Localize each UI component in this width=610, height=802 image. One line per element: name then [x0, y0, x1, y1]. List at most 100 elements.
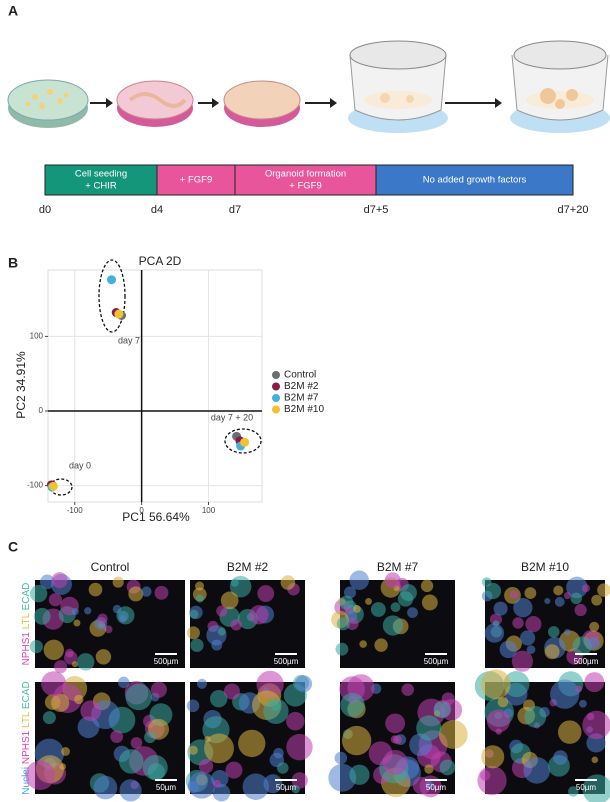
tissue — [563, 591, 572, 600]
tissue — [39, 574, 55, 590]
chart-title: PCA 2D — [139, 254, 182, 268]
protocol-illustration — [7, 40, 610, 133]
tissue — [65, 648, 74, 658]
tissue — [80, 700, 102, 722]
tissue — [225, 761, 243, 779]
tissue — [544, 597, 551, 605]
tissue — [390, 602, 401, 613]
tissue — [519, 630, 536, 646]
tissue — [116, 606, 135, 625]
tissue — [25, 760, 55, 790]
tissue — [365, 598, 372, 605]
tissue — [295, 675, 313, 693]
legend-label: Control — [284, 370, 316, 381]
timeline-label: + CHIR — [85, 181, 117, 192]
tissue — [76, 653, 95, 671]
tissue — [553, 750, 568, 765]
tissue — [525, 616, 542, 633]
tissue — [340, 692, 365, 718]
timeline-segment — [375, 164, 574, 196]
tissue — [550, 679, 580, 709]
tissue — [223, 683, 240, 700]
tissue — [334, 751, 348, 765]
tissue — [291, 772, 308, 789]
tissue — [349, 764, 370, 785]
tissue — [486, 709, 511, 733]
plot-area — [47, 269, 263, 503]
tissue — [270, 701, 281, 712]
scale-label: 500µm — [154, 657, 179, 666]
day-label: d7 — [229, 204, 241, 216]
stain-label: LTL — [21, 612, 32, 629]
column-label: B2M #7 — [377, 560, 419, 574]
tissue — [210, 689, 228, 708]
tissue — [104, 625, 113, 634]
tissue — [41, 671, 67, 697]
x-tick-label: 100 — [202, 506, 216, 515]
tissue — [582, 710, 610, 740]
panel-label: B — [8, 255, 18, 271]
tissue — [574, 603, 587, 617]
tissue — [582, 774, 610, 802]
tissue — [353, 605, 361, 613]
tissue — [335, 642, 349, 656]
tissue — [53, 660, 68, 674]
tissue — [382, 615, 404, 636]
tissue — [33, 607, 51, 625]
tissue — [142, 754, 168, 781]
annotation: day 7 + 20 — [211, 412, 253, 422]
legend-label: B2M #10 — [284, 404, 324, 415]
point — [48, 481, 58, 491]
scale-label: 50µm — [156, 783, 177, 792]
tissue — [374, 638, 388, 652]
tissue — [339, 595, 354, 610]
tissue — [477, 765, 507, 796]
tissue — [29, 639, 43, 654]
tissue — [263, 698, 289, 724]
tissue — [190, 638, 204, 652]
tissue — [586, 712, 595, 721]
tissue — [493, 601, 508, 616]
tissue — [424, 764, 434, 774]
column-label: Control — [91, 560, 130, 574]
annotation: day 0 — [69, 460, 91, 470]
tissue — [269, 752, 285, 768]
tissue — [523, 757, 551, 784]
y-tick-label: -100 — [27, 481, 44, 490]
tissue — [257, 585, 275, 602]
tissue — [591, 756, 599, 764]
scale-label: 50µm — [426, 783, 447, 792]
tissue — [217, 627, 226, 636]
timeline-segment — [234, 164, 377, 196]
tissue — [141, 586, 152, 597]
tissue — [384, 572, 401, 589]
tissue — [187, 780, 200, 793]
tissue — [564, 629, 571, 636]
tissue — [43, 639, 64, 660]
legend-swatch — [272, 405, 280, 414]
tissue — [416, 715, 442, 741]
day-label: d0 — [39, 204, 51, 216]
tissue — [73, 619, 81, 627]
tissue — [144, 731, 156, 744]
tissue — [343, 586, 357, 599]
tissue — [359, 640, 367, 648]
tissue — [112, 576, 124, 588]
tissue — [119, 615, 127, 623]
tissue — [566, 576, 588, 599]
tissue — [499, 640, 518, 659]
tissue — [88, 582, 103, 597]
tissue — [230, 619, 242, 631]
timeline-segment — [156, 164, 236, 196]
tissue — [385, 713, 406, 734]
tissue — [407, 607, 418, 619]
tissue — [568, 786, 579, 797]
timeline-segment — [44, 164, 158, 196]
tissue — [570, 592, 583, 605]
scale-label: 50µm — [276, 783, 297, 792]
tissue — [547, 626, 560, 638]
tissue — [286, 711, 305, 731]
tissue — [119, 749, 144, 774]
tissue — [249, 605, 269, 625]
tissue — [349, 570, 369, 590]
